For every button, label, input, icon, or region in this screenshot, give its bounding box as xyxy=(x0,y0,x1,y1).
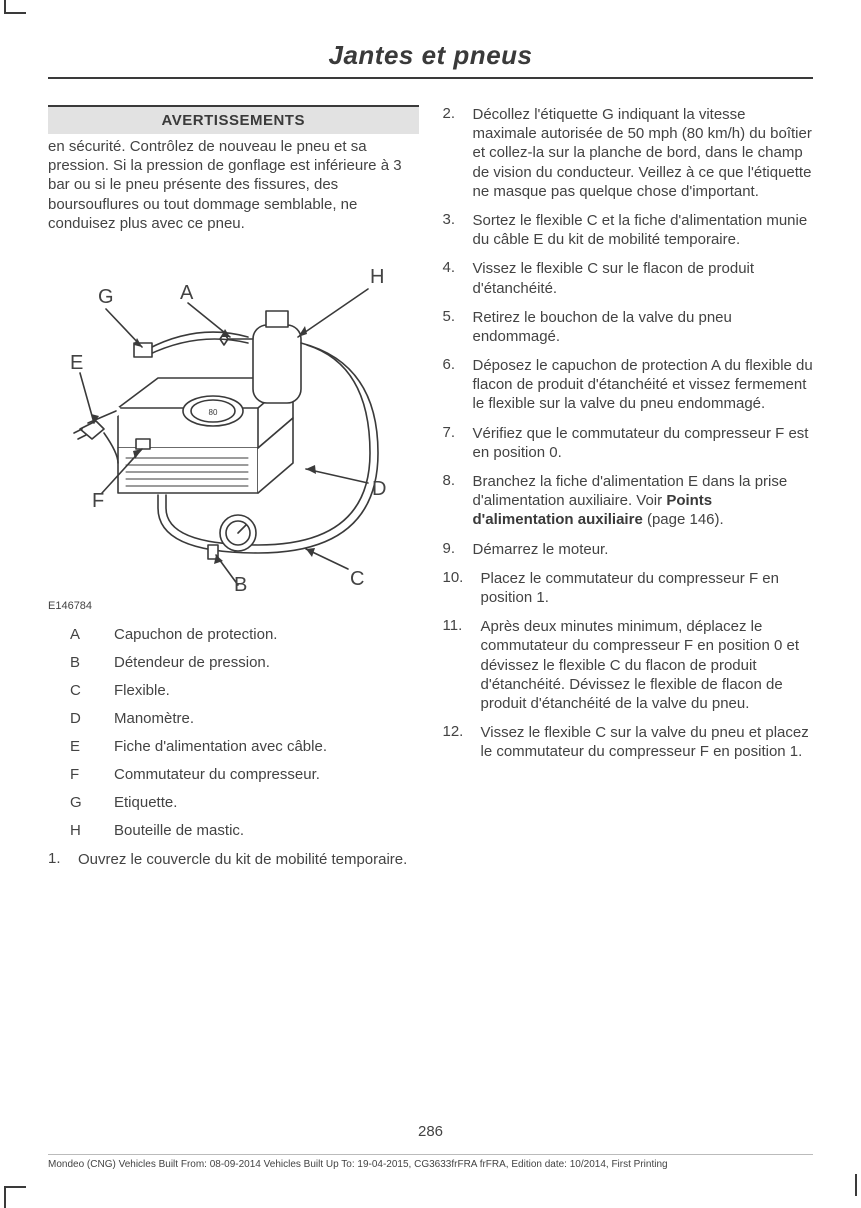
step-text: Branchez la fiche d'alimentation E dans … xyxy=(473,472,814,530)
step-text: Placez le commutateur du compresseur F e… xyxy=(481,569,814,607)
legend-letter: A xyxy=(70,626,114,643)
step-number: 8. xyxy=(443,472,473,489)
mobility-kit-diagram: 80 xyxy=(48,253,398,593)
step-text: Ouvrez le couvercle du kit de mobilité t… xyxy=(78,850,419,869)
step-number: 5. xyxy=(443,308,473,325)
step-number: 1. xyxy=(48,850,78,867)
legend-item: FCommutateur du compresseur. xyxy=(70,766,419,783)
list-item: 6.Déposez le capuchon de protection A du… xyxy=(443,356,814,414)
legend-text: Flexible. xyxy=(114,682,419,699)
content-columns: AVERTISSEMENTS en sécurité. Contrôlez de… xyxy=(48,105,813,879)
step-text: Déposez le capuchon de protection A du f… xyxy=(473,356,814,414)
step-number: 7. xyxy=(443,424,473,441)
diagram-label-a: A xyxy=(180,282,194,304)
list-item: 5.Retirez le bouchon de la valve du pneu… xyxy=(443,308,814,346)
list-item: 3.Sortez le flexible C et la fiche d'ali… xyxy=(443,211,814,249)
step-text: Sortez le flexible C et la fiche d'alime… xyxy=(473,211,814,249)
legend-letter: B xyxy=(70,654,114,671)
right-column: 2.Décollez l'étiquette G indiquant la vi… xyxy=(443,105,814,879)
diagram-label-g: G xyxy=(98,286,114,308)
legend-text: Etiquette. xyxy=(114,794,419,811)
steps-left: 1. Ouvrez le couvercle du kit de mobilit… xyxy=(48,850,419,869)
step-text-pre: Branchez la fiche d'alimentation E dans … xyxy=(473,473,788,509)
legend-letter: H xyxy=(70,822,114,839)
step-number: 3. xyxy=(443,211,473,228)
steps-right: 2.Décollez l'étiquette G indiquant la vi… xyxy=(443,105,814,761)
page-number: 286 xyxy=(0,1123,861,1140)
svg-text:80: 80 xyxy=(209,408,218,417)
diagram-label-b: B xyxy=(234,574,247,593)
step-text-post: (page 146). xyxy=(643,511,724,528)
list-item: 9.Démarrez le moteur. xyxy=(443,540,814,559)
warnings-header: AVERTISSEMENTS xyxy=(48,105,419,134)
crop-mark xyxy=(853,1174,857,1196)
legend-list: ACapuchon de protection. BDétendeur de p… xyxy=(70,626,419,839)
step-text: Après deux minutes minimum, déplacez le … xyxy=(481,617,814,713)
step-number: 4. xyxy=(443,259,473,276)
legend-letter: G xyxy=(70,794,114,811)
legend-item: ACapuchon de protection. xyxy=(70,626,419,643)
crop-mark xyxy=(4,0,26,14)
legend-letter: E xyxy=(70,738,114,755)
list-item: 7.Vérifiez que le commutateur du compres… xyxy=(443,424,814,462)
step-number: 6. xyxy=(443,356,473,373)
header-rule xyxy=(48,77,813,79)
diagram-label-h: H xyxy=(370,266,384,288)
legend-text: Capuchon de protection. xyxy=(114,626,419,643)
legend-text: Détendeur de pression. xyxy=(114,654,419,671)
list-item: 10.Placez le commutateur du compresseur … xyxy=(443,569,814,607)
step-text: Décollez l'étiquette G indiquant la vite… xyxy=(473,105,814,201)
legend-letter: D xyxy=(70,710,114,727)
legend-item: DManomètre. xyxy=(70,710,419,727)
list-item: 8. Branchez la fiche d'alimentation E da… xyxy=(443,472,814,530)
diagram-caption: E146784 xyxy=(48,600,419,612)
step-text: Vissez le flexible C sur le flacon de pr… xyxy=(473,259,814,297)
diagram-label-c: C xyxy=(350,568,364,590)
step-text: Vissez le flexible C sur la valve du pne… xyxy=(481,723,814,761)
left-column: AVERTISSEMENTS en sécurité. Contrôlez de… xyxy=(48,105,419,879)
page-title: Jantes et pneus xyxy=(48,40,813,71)
legend-text: Bouteille de mastic. xyxy=(114,822,419,839)
list-item: 2.Décollez l'étiquette G indiquant la vi… xyxy=(443,105,814,201)
step-number: 10. xyxy=(443,569,481,586)
page-header: Jantes et pneus xyxy=(48,40,813,79)
legend-letter: C xyxy=(70,682,114,699)
legend-text: Commutateur du compresseur. xyxy=(114,766,419,783)
diagram-label-f: F xyxy=(92,490,104,512)
list-item: 1. Ouvrez le couvercle du kit de mobilit… xyxy=(48,850,419,869)
step-text: Retirez le bouchon de la valve du pneu e… xyxy=(473,308,814,346)
footer-text: Mondeo (CNG) Vehicles Built From: 08-09-… xyxy=(48,1154,813,1170)
step-number: 9. xyxy=(443,540,473,557)
legend-text: Fiche d'alimentation avec câble. xyxy=(114,738,419,755)
list-item: 12.Vissez le flexible C sur la valve du … xyxy=(443,723,814,761)
step-number: 12. xyxy=(443,723,481,740)
step-text: Démarrez le moteur. xyxy=(473,540,814,559)
legend-letter: F xyxy=(70,766,114,783)
list-item: 11.Après deux minutes minimum, déplacez … xyxy=(443,617,814,713)
step-number: 11. xyxy=(443,617,481,634)
list-item: 4.Vissez le flexible C sur le flacon de … xyxy=(443,259,814,297)
legend-item: EFiche d'alimentation avec câble. xyxy=(70,738,419,755)
legend-item: BDétendeur de pression. xyxy=(70,654,419,671)
legend-item: CFlexible. xyxy=(70,682,419,699)
legend-text: Manomètre. xyxy=(114,710,419,727)
step-number: 2. xyxy=(443,105,473,122)
legend-item: HBouteille de mastic. xyxy=(70,822,419,839)
diagram-label-d: D xyxy=(372,478,386,500)
legend-item: GEtiquette. xyxy=(70,794,419,811)
warnings-body: en sécurité. Contrôlez de nouveau le pne… xyxy=(48,137,419,233)
step-text: Vérifiez que le commutateur du compresse… xyxy=(473,424,814,462)
crop-mark xyxy=(4,1186,26,1208)
diagram-label-e: E xyxy=(70,352,83,374)
diagram-container: 80 xyxy=(48,253,419,612)
